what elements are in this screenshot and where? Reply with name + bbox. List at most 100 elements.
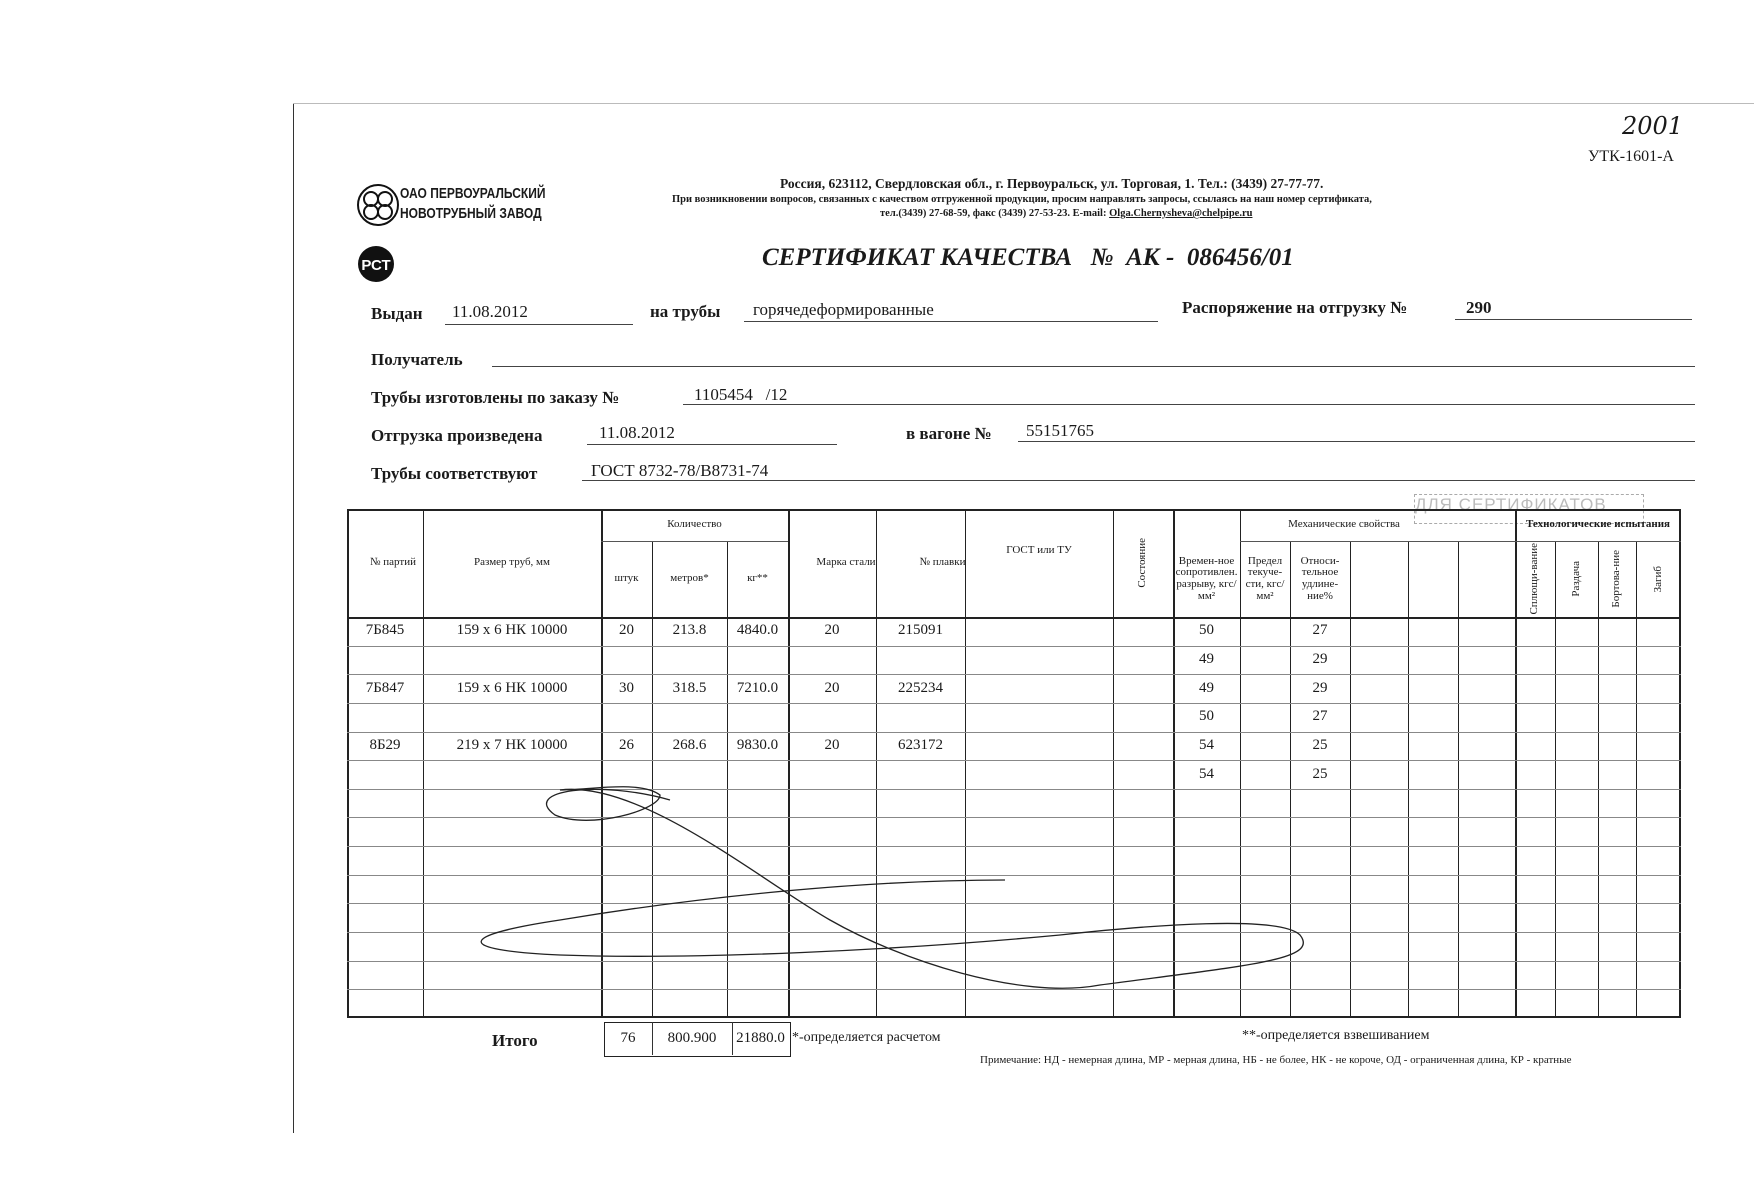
issued-label: Выдан <box>371 304 423 323</box>
cell-meters: 268.6 <box>672 736 707 753</box>
row-line <box>347 674 1681 676</box>
company-notice: При возникновении вопросов, связанных с … <box>672 194 1372 205</box>
conform-value: ГОСТ 8732-78/В8731-74 <box>591 461 769 480</box>
company-address: Россия, 623112, Свердловская обл., г. Пе… <box>780 176 1324 191</box>
header-bend-text: Загиб <box>1651 565 1664 593</box>
header-elong: Относи-тельное удлине-ние% <box>1300 554 1340 602</box>
wagon-label: в вагоне № <box>906 424 992 443</box>
total-meters: 800.900 <box>667 1029 717 1046</box>
header-flare-text: Раздача <box>1569 561 1582 597</box>
header-tensile: Времен-ное сопротивлен. разрыву, кгс/мм² <box>1175 554 1238 602</box>
cell-tensile: 50 <box>1199 622 1214 639</box>
row-line <box>347 760 1681 762</box>
pipes-underline <box>744 321 1158 322</box>
header-flare: Раздача <box>1555 541 1598 617</box>
conform-label: Трубы соответствуют <box>371 464 538 483</box>
cell-elong: 25 <box>1312 765 1328 782</box>
cell-steel: 20 <box>824 679 840 696</box>
cell-tensile: 49 <box>1199 679 1214 696</box>
wagon-underline <box>1018 441 1695 442</box>
cell-tensile: 54 <box>1199 765 1214 782</box>
row-line <box>347 874 1681 876</box>
cell-tensile: 49 <box>1199 651 1214 668</box>
contacts-text: тел.(3439) 27-68-59, факс (3439) 27-53-2… <box>880 208 1107 219</box>
shipped-underline <box>587 444 837 445</box>
column-line <box>1598 541 1599 1018</box>
cell-elong: 25 <box>1312 736 1328 753</box>
cell-tensile: 54 <box>1199 736 1214 753</box>
company-contacts: тел.(3439) 27-68-59, факс (3439) 27-53-2… <box>880 208 1252 219</box>
row-line <box>347 989 1681 991</box>
column-line <box>788 509 790 1018</box>
column-line <box>1240 509 1241 1018</box>
email-link[interactable]: Olga.Chernysheva@chelpipe.ru <box>1109 208 1253 219</box>
column-line <box>727 541 728 1018</box>
cell-batch: 7Б845 <box>365 622 405 639</box>
company-name-line1: ОАО ПЕРВОУРАЛЬСКИЙ <box>400 185 546 202</box>
shipped-value: 11.08.2012 <box>599 423 675 442</box>
certification-mark: РСТ <box>354 238 402 286</box>
row-line <box>347 731 1681 733</box>
row-line <box>347 960 1681 962</box>
subheader-line <box>601 541 788 542</box>
header-flange: Бортова-ние <box>1598 541 1636 617</box>
cell-steel: 20 <box>824 736 840 753</box>
header-mech: Механические свойства <box>1288 518 1400 531</box>
order-value: 290 <box>1466 298 1492 317</box>
wagon-value: 55151765 <box>1026 421 1094 440</box>
cell-heat: 623172 <box>898 736 943 753</box>
column-line <box>1515 509 1517 1018</box>
column-line <box>423 509 424 1018</box>
total-kg: 21880.0 <box>736 1029 785 1046</box>
row-line <box>347 788 1681 790</box>
cell-steel: 20 <box>824 622 840 639</box>
cell-tensile: 50 <box>1199 708 1214 725</box>
page-top-border <box>293 103 1754 104</box>
header-flatten: Сплющи-вание <box>1515 541 1555 617</box>
cell-meters: 213.8 <box>672 622 707 639</box>
rst-certification-icon: РСТ <box>358 246 394 282</box>
form-code: УТК-1601-А <box>1588 148 1674 165</box>
cell-elong: 27 <box>1312 622 1328 639</box>
header-tech: Технологические испытания <box>1526 518 1670 531</box>
conform-underline <box>582 480 1695 481</box>
cell-kg: 9830.0 <box>736 736 779 753</box>
cell-elong: 27 <box>1312 708 1328 725</box>
column-line <box>1113 509 1114 1018</box>
column-line <box>876 509 877 1018</box>
row-line <box>347 903 1681 905</box>
header-meters: метров* <box>670 572 709 585</box>
header-flange-text: Бортова-ние <box>1610 550 1623 608</box>
footnote-calc: *-определяется расчетом <box>792 1030 941 1045</box>
cell-pcs: 26 <box>619 736 634 753</box>
cell-heat: 225234 <box>898 679 943 696</box>
row-line <box>347 846 1681 848</box>
totals-box <box>604 1022 791 1057</box>
totals-divider <box>652 1022 653 1055</box>
header-state-text: Состояние <box>1136 538 1149 588</box>
shipped-label: Отгрузка произведена <box>371 426 543 445</box>
cell-size: 219 x 7 НК 10000 <box>456 736 568 753</box>
total-label: Итого <box>492 1031 538 1050</box>
header-gost: ГОСТ или ТУ <box>1006 544 1072 556</box>
handwritten-mark: 2001 <box>1622 112 1684 140</box>
row-line <box>347 645 1681 647</box>
footnote-note: Примечание: НД - немерная длина, МР - ме… <box>980 1054 1572 1066</box>
header-quantity: Количество <box>667 518 722 531</box>
cell-pcs: 20 <box>619 622 634 639</box>
column-line <box>601 509 603 1018</box>
cell-batch: 7Б847 <box>365 679 405 696</box>
order-underline <box>1455 319 1692 320</box>
column-line <box>1173 509 1175 1018</box>
recipient-label: Получатель <box>371 350 463 369</box>
page-left-border <box>293 103 294 1133</box>
cell-size: 159 x 6 НК 10000 <box>456 622 568 639</box>
header-bottom-line <box>347 617 1681 619</box>
column-line <box>1636 541 1637 1018</box>
pipes-label: на трубы <box>650 302 721 321</box>
made-by-order-label: Трубы изготовлены по заказу № <box>371 388 620 407</box>
issued-underline <box>445 324 633 325</box>
cell-elong: 29 <box>1312 651 1328 668</box>
header-size: Размер труб, мм <box>474 556 550 569</box>
column-line <box>1458 541 1459 1018</box>
